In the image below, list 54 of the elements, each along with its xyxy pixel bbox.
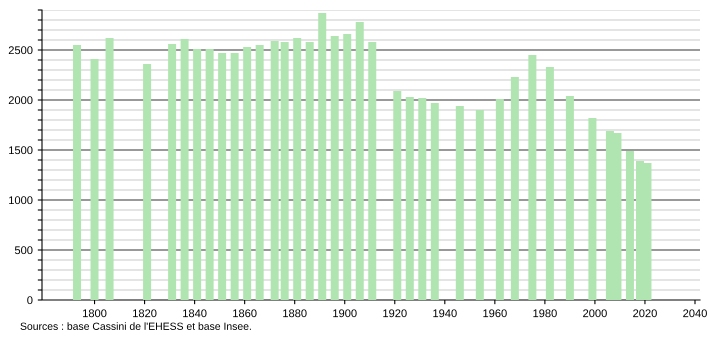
y-tick-label: 1500	[9, 146, 33, 154]
bar	[193, 49, 202, 300]
bar	[588, 118, 596, 300]
bar	[218, 53, 226, 300]
bar	[90, 59, 99, 300]
x-tick-label: 1900	[333, 309, 357, 318]
bar	[180, 39, 189, 300]
bar	[393, 91, 402, 300]
bar	[626, 151, 634, 300]
bar	[496, 99, 504, 300]
bar	[143, 64, 152, 300]
x-tick-label: 1880	[283, 309, 307, 318]
bar	[456, 106, 464, 300]
bar	[406, 97, 414, 300]
bar	[566, 96, 574, 300]
bar	[546, 67, 554, 300]
bar	[306, 42, 314, 300]
bar	[318, 13, 326, 300]
bar	[368, 42, 376, 300]
bar	[528, 55, 536, 300]
bar	[206, 49, 214, 300]
bar	[106, 38, 114, 300]
y-tick-label: 2500	[8, 46, 33, 54]
bar	[430, 103, 439, 300]
x-tick-label: 1960	[483, 309, 507, 318]
bar	[476, 110, 484, 300]
y-tick-label: 1000	[9, 196, 33, 204]
x-tick-label: 2020	[633, 309, 657, 318]
x-tick-label: 1800	[83, 309, 106, 318]
bar	[356, 22, 364, 300]
bar	[293, 38, 302, 300]
x-tick-label: 1920	[383, 309, 407, 318]
bar	[270, 41, 279, 300]
x-tick-label: 2040	[683, 309, 707, 318]
bar	[330, 36, 339, 300]
bar	[280, 42, 289, 300]
bar	[418, 98, 426, 300]
bar	[343, 34, 352, 300]
source-note: Sources : base Cassini de l'EHESS et base Insee.	[20, 322, 251, 330]
x-tick-label: 1980	[533, 309, 557, 318]
x-tick-label: 1940	[433, 309, 457, 318]
bar	[510, 77, 519, 300]
x-tick-label: 1840	[183, 309, 207, 318]
x-tick-label: 2000	[583, 309, 607, 318]
bar	[230, 53, 239, 300]
bar	[73, 45, 82, 300]
bar	[256, 45, 264, 300]
y-tick-label: 2000	[8, 96, 33, 104]
bar	[243, 47, 252, 300]
bar	[168, 44, 176, 300]
x-tick-label: 1820	[133, 309, 157, 318]
x-tick-label: 1860	[233, 309, 257, 318]
y-tick-label: 500	[14, 246, 33, 254]
y-tick-label: 0	[27, 296, 33, 304]
